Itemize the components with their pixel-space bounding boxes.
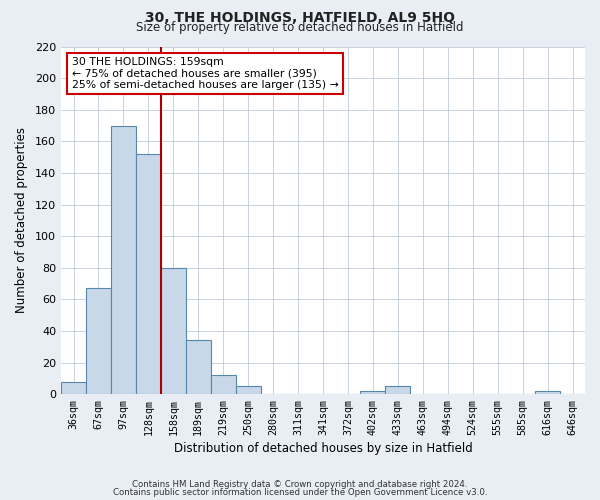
Bar <box>385 386 410 394</box>
Text: Contains public sector information licensed under the Open Government Licence v3: Contains public sector information licen… <box>113 488 487 497</box>
Text: 30, THE HOLDINGS, HATFIELD, AL9 5HQ: 30, THE HOLDINGS, HATFIELD, AL9 5HQ <box>145 11 455 25</box>
Bar <box>236 386 260 394</box>
Bar <box>61 382 86 394</box>
Text: Size of property relative to detached houses in Hatfield: Size of property relative to detached ho… <box>136 22 464 35</box>
Bar <box>86 288 111 394</box>
Text: 30 THE HOLDINGS: 159sqm
← 75% of detached houses are smaller (395)
25% of semi-d: 30 THE HOLDINGS: 159sqm ← 75% of detache… <box>71 57 338 90</box>
X-axis label: Distribution of detached houses by size in Hatfield: Distribution of detached houses by size … <box>173 442 472 455</box>
Text: Contains HM Land Registry data © Crown copyright and database right 2024.: Contains HM Land Registry data © Crown c… <box>132 480 468 489</box>
Bar <box>211 375 236 394</box>
Bar <box>535 391 560 394</box>
Bar <box>136 154 161 394</box>
Bar <box>361 391 385 394</box>
Bar <box>161 268 186 394</box>
Bar <box>186 340 211 394</box>
Y-axis label: Number of detached properties: Number of detached properties <box>15 128 28 314</box>
Bar <box>111 126 136 394</box>
